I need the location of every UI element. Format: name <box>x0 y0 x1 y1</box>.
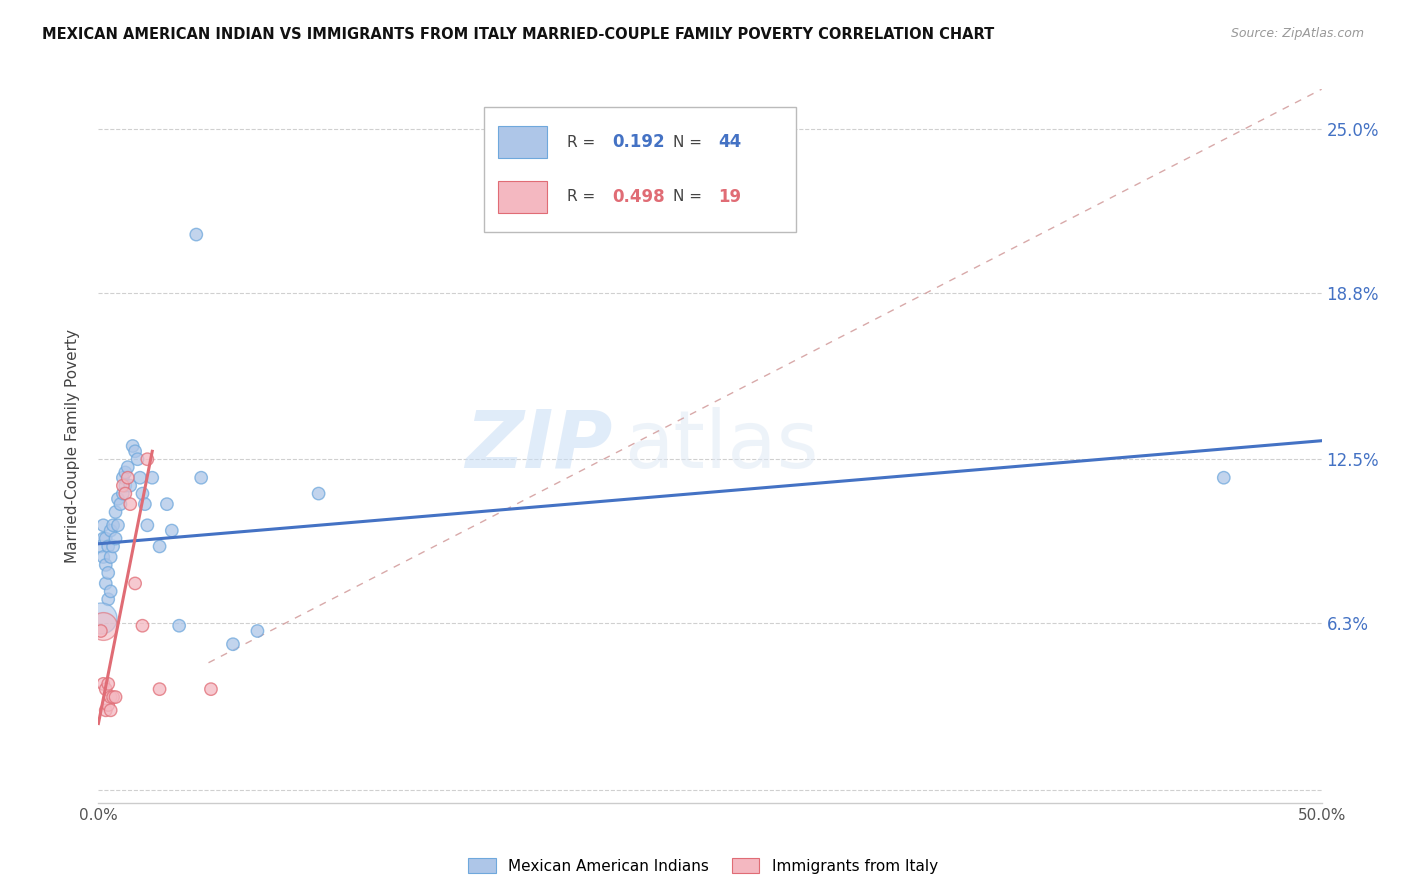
Point <box>121 439 143 453</box>
Point <box>104 532 127 546</box>
Point <box>90 611 112 625</box>
Point <box>156 497 179 511</box>
Point <box>90 624 112 638</box>
Point <box>190 471 212 485</box>
Point <box>101 690 124 704</box>
Y-axis label: Married-Couple Family Poverty: Married-Couple Family Poverty <box>65 329 80 563</box>
Point <box>136 452 159 467</box>
Point <box>222 637 245 651</box>
Point <box>149 540 172 554</box>
Point <box>114 478 136 492</box>
Point <box>91 549 114 564</box>
Point <box>104 505 127 519</box>
Point <box>141 471 163 485</box>
Text: atlas: atlas <box>624 407 818 485</box>
Point <box>97 540 120 554</box>
Point <box>167 618 190 632</box>
Point <box>246 624 269 638</box>
Text: ZIP: ZIP <box>465 407 612 485</box>
Point <box>127 452 149 467</box>
Point <box>107 491 129 506</box>
Point <box>117 471 139 485</box>
Point <box>94 532 117 546</box>
Point <box>94 558 117 572</box>
Point <box>110 497 132 511</box>
Point <box>131 618 153 632</box>
Point <box>114 466 136 480</box>
Point <box>101 540 124 554</box>
Point <box>149 682 172 697</box>
Point <box>186 227 208 242</box>
Point <box>111 471 134 485</box>
Text: N =: N = <box>673 189 707 204</box>
Point <box>90 540 112 554</box>
FancyBboxPatch shape <box>498 181 547 212</box>
Point <box>97 592 120 607</box>
Text: Source: ZipAtlas.com: Source: ZipAtlas.com <box>1230 27 1364 40</box>
Text: 0.192: 0.192 <box>612 133 665 151</box>
Point <box>100 549 122 564</box>
Text: 19: 19 <box>718 188 742 206</box>
Text: R =: R = <box>567 189 600 204</box>
Point <box>136 518 159 533</box>
Point <box>91 532 114 546</box>
Point <box>124 444 146 458</box>
Point <box>91 518 114 533</box>
Point <box>104 690 127 704</box>
Point <box>160 524 183 538</box>
Point <box>120 478 142 492</box>
Point <box>114 486 136 500</box>
Legend: Mexican American Indians, Immigrants from Italy: Mexican American Indians, Immigrants fro… <box>463 852 943 880</box>
Point <box>100 703 122 717</box>
Point <box>111 486 134 500</box>
Point <box>91 677 114 691</box>
FancyBboxPatch shape <box>484 107 796 232</box>
Point <box>94 576 117 591</box>
Point <box>1212 471 1234 485</box>
Point <box>94 682 117 697</box>
Text: 0.498: 0.498 <box>612 188 665 206</box>
Text: R =: R = <box>567 135 600 150</box>
Point <box>111 478 134 492</box>
Point <box>308 486 330 500</box>
Point <box>100 584 122 599</box>
Point <box>120 497 142 511</box>
Point <box>131 486 153 500</box>
Point <box>97 698 120 712</box>
FancyBboxPatch shape <box>498 127 547 158</box>
Text: 44: 44 <box>718 133 742 151</box>
Point <box>100 524 122 538</box>
Point <box>107 518 129 533</box>
Point <box>100 690 122 704</box>
Point <box>97 677 120 691</box>
Text: N =: N = <box>673 135 707 150</box>
Point <box>97 566 120 580</box>
Point <box>94 703 117 717</box>
Point <box>101 518 124 533</box>
Point <box>91 618 114 632</box>
Point <box>134 497 156 511</box>
Point <box>129 471 152 485</box>
Point <box>124 576 146 591</box>
Point <box>200 682 222 697</box>
Text: MEXICAN AMERICAN INDIAN VS IMMIGRANTS FROM ITALY MARRIED-COUPLE FAMILY POVERTY C: MEXICAN AMERICAN INDIAN VS IMMIGRANTS FR… <box>42 27 994 42</box>
Point <box>117 460 139 475</box>
